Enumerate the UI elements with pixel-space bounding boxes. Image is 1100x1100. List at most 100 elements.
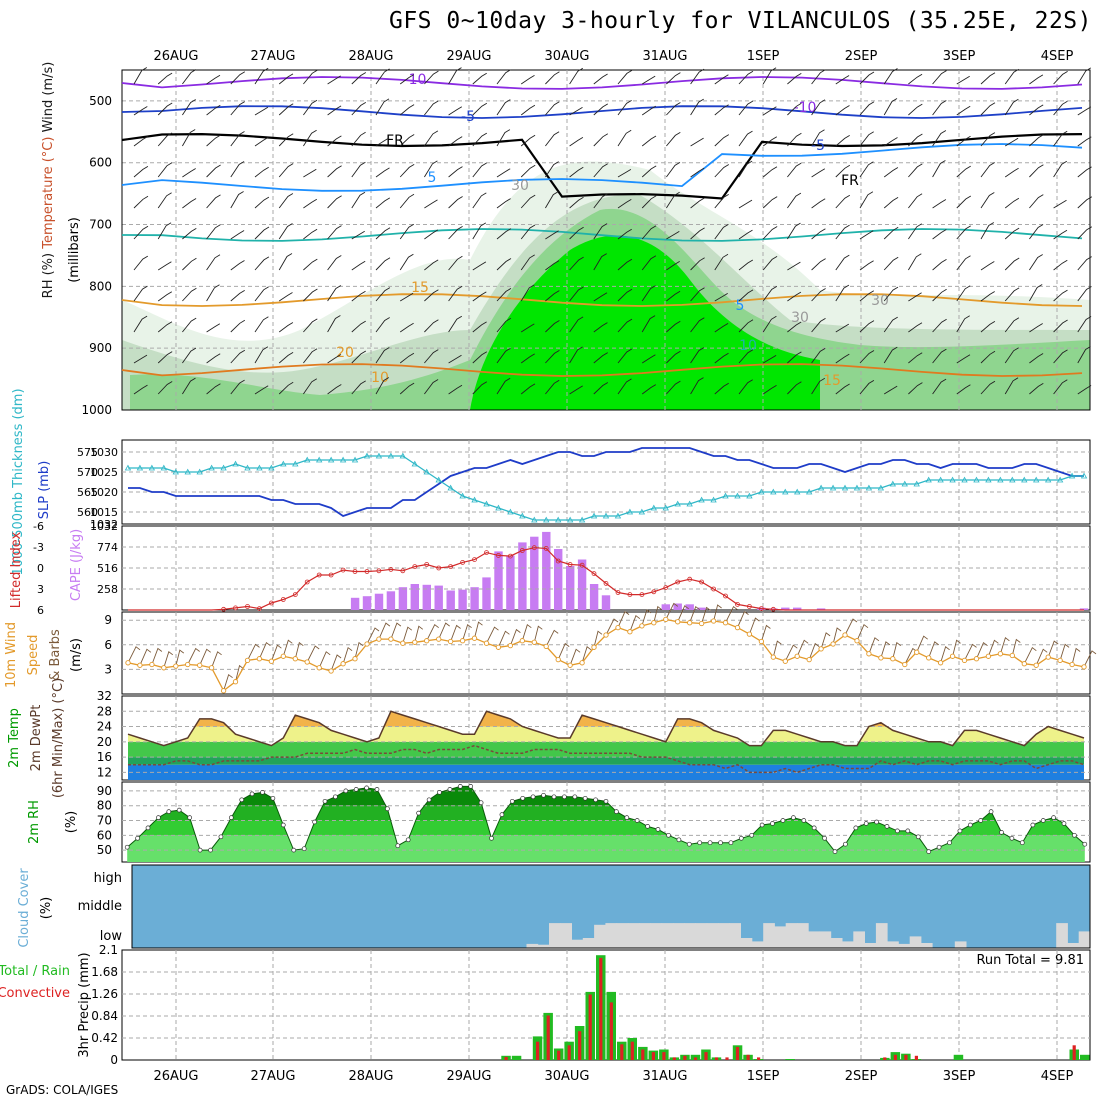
wind-speed-point [268,658,275,664]
wind-barb-icon [811,69,826,85]
wind-speed-point [961,657,968,664]
cape-ylabel-part: CAPE (J/kg) [69,529,84,601]
pressure-tick-label: 600 [89,156,112,170]
wind-barb-icon [1029,194,1044,209]
low-cloud-bar [537,944,550,948]
low-cloud-bar [594,924,606,948]
low-cloud-bar [751,941,764,948]
wind-barb-icon [254,385,269,395]
wind-barb-icon [496,99,511,116]
low-cloud-bar [639,923,651,948]
precip-convective-bar [641,1049,645,1060]
rh-point [364,785,369,791]
wind-barb-icon [351,290,366,302]
rh-point [437,790,442,795]
thickness-point [805,488,813,495]
thickness-point [316,456,323,463]
wind-speed-point [782,658,788,664]
rh2m-ylabel-units-part: (%) [64,811,79,834]
wind-barb-icon [762,385,777,395]
lifted-index-point [639,592,645,597]
pressure-tick-label: 700 [89,218,112,232]
wind-speed-point [507,642,514,649]
precip-convective-bar [757,1057,761,1060]
thickness-point [829,484,837,491]
precip-total-bar [953,1054,964,1060]
rh-point [926,849,932,854]
thickness-point [327,456,335,463]
wind-barb-icon [641,225,657,240]
wind-speed-point [937,660,944,666]
wind-barb-icon [714,224,729,240]
wind-speed-point [232,679,239,685]
temp-ylabel-units: (6hr Min/Max) (°C) [51,678,66,798]
wind-barb-icon [182,377,196,395]
wind-barb-icon [230,349,246,364]
wind-barb-icon [303,69,318,85]
wind-barb-icon [738,70,754,85]
wind-barb-icon [787,321,802,333]
wind-barb-icon [133,315,148,333]
wind-barb-icon [714,293,728,302]
rh-band [127,835,1085,862]
thickness-point [339,456,347,463]
wind-barb-icon [605,618,619,636]
precip-tick-label: 1.26 [91,987,118,1001]
panel-frame-precip [121,949,1091,1061]
wind-barb-icon [1047,640,1059,658]
lifted-index-point [543,546,549,551]
wind-barb-icon [1029,104,1044,116]
wind-barb-icon [139,648,152,666]
rh-point [749,832,755,838]
wind-speed-point [1069,661,1075,668]
wind-barb-icon [932,318,947,333]
thickness-point [304,456,311,463]
thickness-point [746,492,753,499]
wind-barb-icon [424,319,439,333]
wind-barb-icon [157,351,173,364]
wind-tick-label: 9 [104,613,112,627]
lifted-index-point [747,604,752,609]
lifted-index-point [603,581,609,586]
contour-label: 30 [871,293,889,309]
precip-convective-bar [651,1052,655,1060]
wind-barb-icon [545,320,560,333]
wind-barb-icon [157,222,172,240]
wind-speed-point [615,624,621,631]
wind-barb-icon [330,654,342,672]
wind-barb-icon [762,196,778,209]
thickness-point [650,504,657,511]
thickness-point [877,484,885,491]
rh-point [822,835,827,841]
wind-speed-point [1045,654,1051,660]
wind-barb-icon [811,258,826,271]
wind-barb-icon [956,225,971,240]
isotherm-minus10 [121,76,1083,90]
precip-convective-bar [567,1045,571,1060]
wind-barb-icon [762,67,777,85]
thickness-point [531,516,538,523]
rh-point [228,815,234,820]
wind-barb-icon [545,191,559,209]
cape-bar [816,608,826,610]
wind-barb-icon [883,137,898,147]
lifted-index-point [280,597,286,602]
wind-barb-icon [641,105,656,116]
wind-barb-icon [327,354,342,364]
wind-barb-icon [399,164,415,178]
wind-barb-icon [278,253,293,271]
precip-convective-bar [714,1057,719,1060]
lifted-index-point [591,571,597,576]
wind-barb-icon [206,74,221,85]
wind-barb-icon [235,664,244,682]
wind-barb-icon [738,289,754,302]
precip-tick-label: 0.42 [91,1031,118,1045]
wind-barb-icon [230,71,246,85]
wind-barb-icon [399,292,414,302]
wind-barb-icon [1077,166,1092,178]
wind-barb-icon [908,322,923,333]
wind-speed-point [997,651,1004,657]
lifted-index-tick-label: -3 [33,541,44,554]
wind-speed-point [376,636,382,642]
wind-barb-icon [375,227,391,240]
